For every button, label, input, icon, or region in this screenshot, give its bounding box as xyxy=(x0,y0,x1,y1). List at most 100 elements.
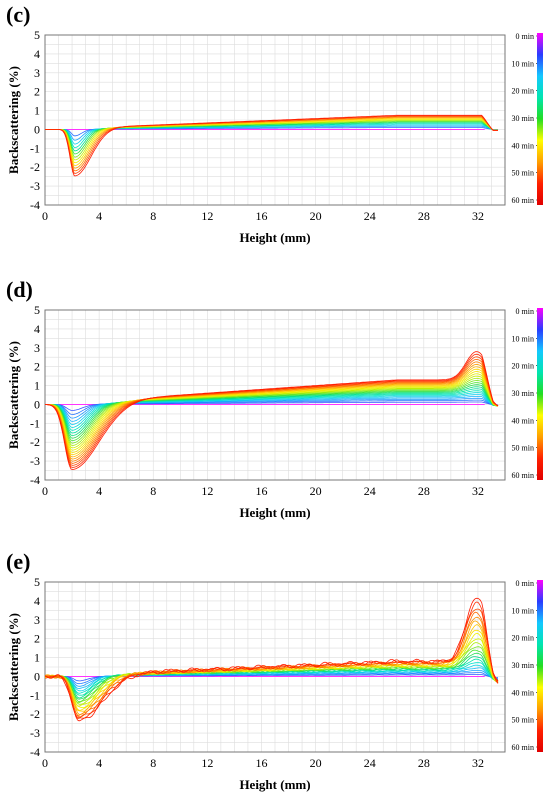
colorbar-label: 10 min xyxy=(512,334,534,343)
colorbar xyxy=(537,580,543,752)
x-tick-label: 20 xyxy=(310,756,322,770)
x-tick-label: 20 xyxy=(310,484,322,498)
x-tick-label: 4 xyxy=(96,756,102,770)
series-line xyxy=(44,356,499,466)
y-axis-label: Backscattering (%) xyxy=(6,341,21,449)
plot-frame xyxy=(44,309,506,481)
colorbar-label: 10 min xyxy=(512,606,534,615)
colorbar-label: 0 min xyxy=(516,32,534,41)
y-tick-label: 4 xyxy=(34,47,40,61)
y-tick-label: -2 xyxy=(30,707,40,721)
y-tick-label: 0 xyxy=(34,397,40,411)
y-tick-label: 3 xyxy=(34,66,40,80)
series-line xyxy=(45,114,498,177)
colorbar-label: 30 min xyxy=(512,661,534,670)
y-tick-label: 4 xyxy=(34,594,40,608)
x-tick-label: 16 xyxy=(255,484,267,498)
colorbar xyxy=(537,308,543,480)
y-tick-label: 0 xyxy=(34,122,40,136)
y-tick-label: -4 xyxy=(30,473,40,487)
x-tick-label: 4 xyxy=(96,209,102,223)
x-tick-label: 4 xyxy=(96,484,102,498)
series-line xyxy=(44,353,499,468)
colorbar-label: 30 min xyxy=(512,389,534,398)
x-tick-label: 12 xyxy=(201,484,213,498)
x-tick-label: 12 xyxy=(201,756,213,770)
y-tick-label: 4 xyxy=(34,322,40,336)
series-line xyxy=(45,371,499,453)
y-tick-label: -1 xyxy=(30,688,40,702)
colorbar-label: 60 min xyxy=(512,196,534,205)
y-tick-label: -1 xyxy=(30,141,40,155)
colorbar xyxy=(537,33,543,205)
colorbar-label: 20 min xyxy=(512,634,534,643)
y-axis-label: Backscattering (%) xyxy=(6,613,21,721)
x-tick-label: 24 xyxy=(364,209,376,223)
y-tick-label: -4 xyxy=(30,745,40,759)
y-tick-label: 5 xyxy=(34,28,40,42)
x-tick-label: 8 xyxy=(150,484,156,498)
panel-label: (e) xyxy=(6,549,30,574)
panel-label: (c) xyxy=(6,2,30,27)
y-tick-label: 2 xyxy=(34,632,40,646)
panel-label: (d) xyxy=(6,277,33,302)
series-line xyxy=(44,597,499,722)
y-tick-label: 1 xyxy=(34,651,40,665)
colorbar-label: 40 min xyxy=(512,141,534,150)
colorbar-label: 10 min xyxy=(512,59,534,68)
y-tick-label: 5 xyxy=(34,303,40,317)
series-line xyxy=(45,373,499,451)
y-tick-label: 0 xyxy=(34,669,40,683)
colorbar-label: 60 min xyxy=(512,743,534,752)
x-tick-label: 16 xyxy=(255,209,267,223)
x-tick-label: 8 xyxy=(150,209,156,223)
colorbar-label: 30 min xyxy=(512,114,534,123)
colorbar-label: 50 min xyxy=(512,444,534,453)
series-line xyxy=(44,601,499,719)
x-tick-label: 28 xyxy=(418,484,430,498)
colorbar-label: 60 min xyxy=(512,471,534,480)
colorbar-label: 0 min xyxy=(516,307,534,316)
series-line xyxy=(44,632,499,708)
y-tick-label: 2 xyxy=(34,85,40,99)
x-tick-label: 28 xyxy=(418,209,430,223)
plot-frame xyxy=(44,581,506,753)
y-tick-label: -2 xyxy=(30,160,40,174)
y-tick-label: -3 xyxy=(30,726,40,740)
colorbar-label: 20 min xyxy=(512,362,534,371)
y-tick-label: 3 xyxy=(34,341,40,355)
x-tick-label: 24 xyxy=(364,484,376,498)
series-line xyxy=(45,358,499,464)
x-axis-label: Height (mm) xyxy=(239,230,310,245)
x-tick-label: 0 xyxy=(42,484,48,498)
y-tick-label: -1 xyxy=(30,416,40,430)
series-line xyxy=(45,366,499,458)
y-tick-label: 1 xyxy=(34,104,40,118)
colorbar-label: 50 min xyxy=(512,169,534,178)
x-tick-label: 28 xyxy=(418,756,430,770)
x-tick-label: 16 xyxy=(255,756,267,770)
plot-frame xyxy=(44,34,506,206)
x-tick-label: 32 xyxy=(472,756,484,770)
y-tick-label: 5 xyxy=(34,575,40,589)
series-line xyxy=(45,375,499,449)
colorbar-label: 40 min xyxy=(512,416,534,425)
colorbar-label: 0 min xyxy=(516,579,534,588)
colorbar-label: 20 min xyxy=(512,87,534,96)
colorbar-label: 40 min xyxy=(512,688,534,697)
y-tick-label: 2 xyxy=(34,360,40,374)
y-tick-label: -2 xyxy=(30,435,40,449)
colorbar-label: 50 min xyxy=(512,716,534,725)
x-tick-label: 32 xyxy=(472,484,484,498)
series-line xyxy=(45,361,499,462)
x-tick-label: 0 xyxy=(42,209,48,223)
y-tick-label: -3 xyxy=(30,179,40,193)
x-tick-label: 20 xyxy=(310,209,322,223)
series-line xyxy=(44,351,499,471)
y-tick-label: -4 xyxy=(30,198,40,212)
series-line xyxy=(45,363,499,460)
y-tick-label: 3 xyxy=(34,613,40,627)
